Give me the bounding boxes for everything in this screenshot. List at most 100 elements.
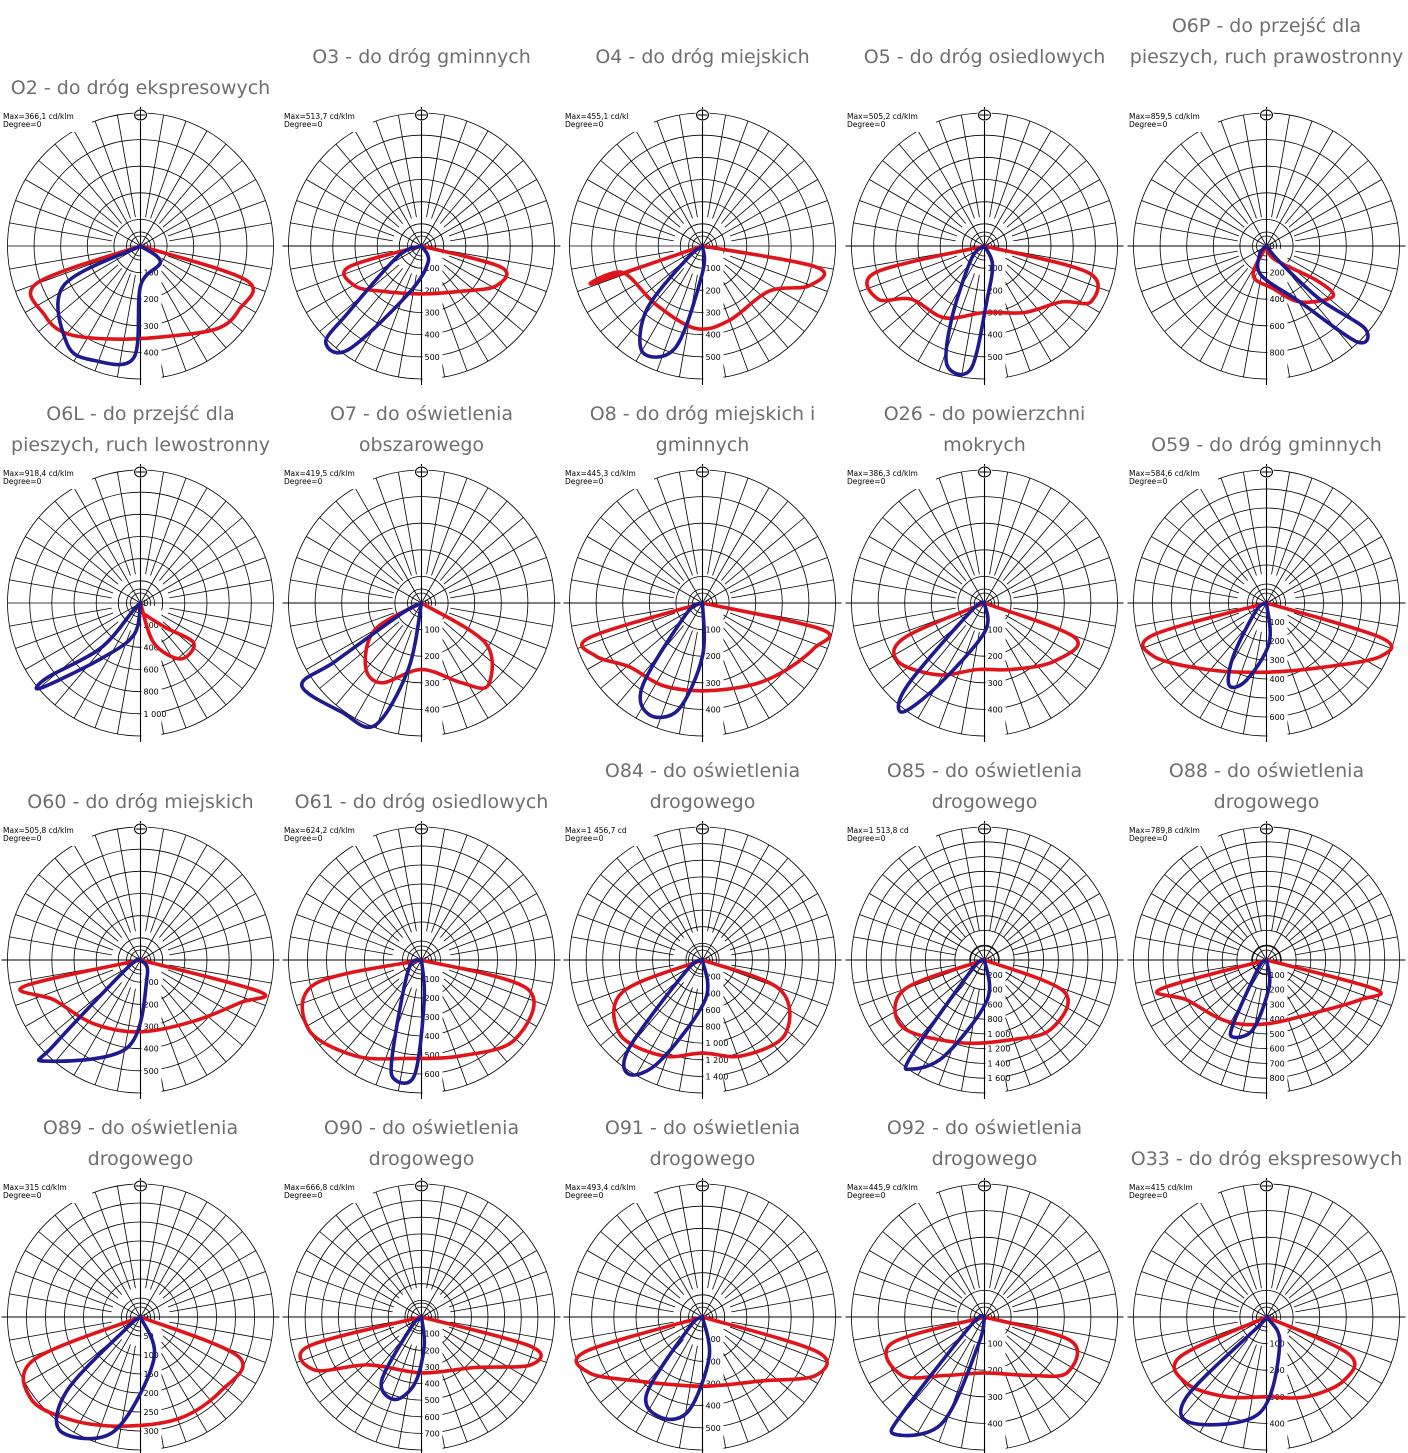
ring-value-label: 400 [425,331,440,340]
grid-radial [162,874,243,942]
grid-radial [1013,1293,1116,1313]
grid-radial [25,1316,141,1384]
ring-value-label: 1 200 [988,1045,1011,1054]
grid-radial [150,1191,187,1290]
polar-chart-panel: O89 - do oświetlenia drogowego 0 50 100 150 2… [0,1071,281,1453]
max-label-backdrop [281,110,373,132]
grid-radial [961,828,980,932]
grid-radial [290,936,393,956]
degree-label: Degree=0 [1129,477,1168,486]
max-intensity-label: Max=624,2 cd/klm [284,826,355,835]
grid-radial [169,250,272,270]
grid-radial [421,130,489,247]
grid-radial [1002,143,1071,224]
grid-radial [853,964,956,984]
grid-radial [961,988,980,1092]
ring-value-label: 400 [144,643,159,652]
grid-radial [296,969,395,1006]
grid-radial [9,607,112,627]
c0-c180-curve [1255,244,1370,345]
ring-value-label: 500 [425,1051,440,1060]
grid-radial [94,120,131,219]
chart-title: O92 - do oświetlenia drogowego [886,1117,1083,1170]
grid-radial [600,1335,681,1403]
grid-radial [702,179,818,247]
grid-radial [859,1326,958,1363]
grid-radial [1006,1231,1087,1299]
grid-radial [117,1345,136,1449]
grid-radial [853,579,956,599]
grid-radial [306,536,422,604]
ring-value-label: 400 [1270,295,1285,304]
grid-radial [1288,621,1369,689]
grid-radial [724,621,805,689]
max-intensity-label: Max=455,1 cd/kl [565,112,628,121]
polar-chart-panel: O8 - do dróg miejskich i gminnych 0 100 200… [562,357,843,742]
grid-radial [117,1185,136,1289]
ring-value-label: 200 [425,652,440,661]
ring-value-label: 100 [706,626,721,635]
ring-value-label: 600 [706,1006,721,1015]
grid-radial [375,477,412,576]
grid-radial [712,477,749,576]
grid-radial [938,477,975,576]
max-intensity-label: Max=415 cd/klm [1129,1183,1193,1192]
grid-radial [898,268,967,349]
grid-radial [702,893,818,961]
ring-value-label: 800 [144,688,159,697]
grid-radial [600,160,681,228]
grid-radial [729,557,828,594]
grid-radial [375,273,412,372]
grid-radial [1199,844,1267,961]
c0-c180-curve [638,601,707,720]
grid-radial [421,893,537,961]
grid-radial [54,143,123,224]
max-label-backdrop [1126,110,1218,132]
max-intensity-label: Max=493,4 cd/klm [565,1183,636,1192]
grid-radial [656,987,693,1086]
grid-radial [443,160,524,228]
grid-radial [1180,500,1249,581]
grid-radial [25,536,141,604]
max-label-backdrop [281,824,373,846]
grid-radial [158,625,227,706]
label-backdrop [985,963,1006,1094]
grid-radial [656,1191,693,1290]
grid-radial [1199,130,1267,247]
chart-title: O90 - do oświetlenia drogowego [323,1117,520,1170]
grid-radial [296,914,395,951]
ring-value-label: 1 400 [706,1072,729,1081]
grid-radial [1141,255,1240,292]
grid-radial [1243,114,1262,218]
grid-radial [1141,557,1240,594]
grid-radial [290,250,393,270]
grid-radial [450,222,553,242]
grid-radial [938,834,975,933]
grid-radial [450,1293,553,1313]
grid-radial [1284,268,1353,349]
grid-radial [1135,964,1238,984]
polar-chart-panel: O2 - do dróg ekspresowych 0 100 200 300 400 Ma… [0,0,281,385]
ring-value-label: 1 600 [988,1074,1011,1083]
grid-radial [984,844,1052,961]
c90-c270-curve [574,1315,829,1388]
ring-value-label: 500 [1270,1030,1285,1039]
grid-radial [319,517,400,585]
grid-radial [38,874,119,942]
grid-radial [1151,893,1267,961]
grid-radial [984,130,1052,247]
ring-value-label: 200 [706,1357,721,1366]
grid-radial [296,1326,395,1363]
ring-value-label: 500 [988,353,1003,362]
grid-radial [319,874,400,942]
grid-radial [1266,130,1334,247]
label-backdrop [703,249,724,380]
luminaire-icon [414,109,429,121]
label-backdrop [141,249,162,380]
ring-value-label: 400 [706,705,721,714]
